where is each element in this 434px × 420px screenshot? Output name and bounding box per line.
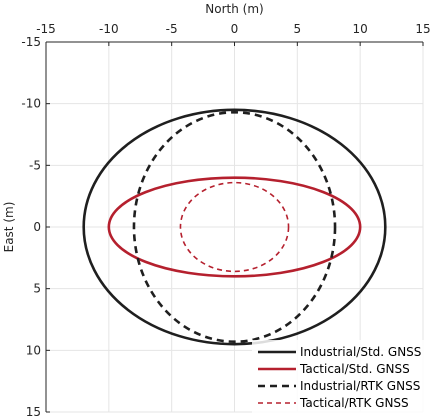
x-tick-label: 15 — [415, 22, 430, 36]
x-tick-label: -15 — [36, 22, 56, 36]
legend-item-industrial-rtk-gnss-label: Industrial/RTK GNSS — [300, 379, 420, 393]
y-tick-label: -10 — [21, 97, 41, 111]
x-tick-label: 5 — [294, 22, 302, 36]
legend-item-industrial-std-gnss-label: Industrial/Std. GNSS — [300, 345, 421, 359]
y-tick-label: 5 — [33, 282, 41, 296]
x-axis-title: North (m) — [205, 2, 263, 16]
y-tick-label: 15 — [26, 405, 41, 419]
ticks: -15 -10 -5 0 5 10 15 -15 -10 -5 0 5 10 15 — [21, 22, 430, 419]
legend-item-tactical-std-gnss-label: Tactical/Std. GNSS — [299, 362, 410, 376]
y-axis-title: East (m) — [2, 202, 16, 253]
industrial-std-gnss-ellipse — [82, 108, 387, 346]
x-tick-label: 0 — [231, 22, 239, 36]
legend-item-tactical-rtk-gnss-label: Tactical/RTK GNSS — [299, 396, 409, 410]
series-group — [82, 108, 387, 346]
y-tick-label: -5 — [29, 158, 41, 172]
y-tick-label: 10 — [26, 343, 41, 357]
legend: Industrial/Std. GNSS Tactical/Std. GNSS In… — [252, 340, 432, 416]
x-tick-label: -5 — [166, 22, 178, 36]
x-tick-label: 10 — [353, 22, 368, 36]
tactical-rtk-gnss-ellipse — [179, 181, 290, 273]
y-tick-label: 0 — [33, 220, 41, 234]
tactical-std-gnss-ellipse — [107, 176, 362, 278]
industrial-rtk-gnss-ellipse — [132, 111, 337, 343]
x-tick-label: -10 — [99, 22, 119, 36]
y-tick-label: -15 — [21, 35, 41, 49]
